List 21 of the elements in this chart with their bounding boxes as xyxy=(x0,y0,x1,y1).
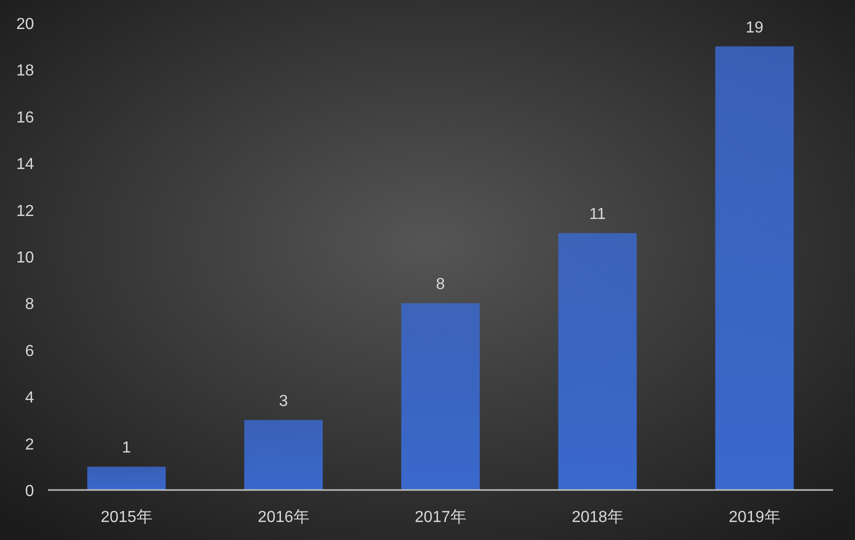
y-tick-label: 20 xyxy=(16,16,34,33)
x-tick-label: 2019年 xyxy=(728,509,780,526)
x-tick-label: 2016年 xyxy=(258,509,310,526)
y-tick-label: 6 xyxy=(25,342,34,360)
y-tick-label: 10 xyxy=(16,250,34,266)
y-tick-label: 2 xyxy=(25,436,34,454)
data-label: 11 xyxy=(589,206,606,224)
x-tick-label: 2018年 xyxy=(572,509,624,526)
x-tick-label: 2017年 xyxy=(414,509,466,526)
y-tick-label: 8 xyxy=(25,296,34,314)
data-label: 8 xyxy=(436,276,446,294)
y-tick-label: 0 xyxy=(25,483,34,500)
y-tick-label: 4 xyxy=(25,390,34,407)
data-label: 19 xyxy=(746,19,764,36)
y-tick-label: 14 xyxy=(16,156,34,174)
data-label: 1 xyxy=(122,440,132,457)
y-tick-label: 16 xyxy=(16,109,34,126)
y-tick-label: 18 xyxy=(16,62,34,80)
data-label: 3 xyxy=(279,392,288,410)
y-tick-label: 12 xyxy=(16,202,34,220)
x-tick-label: 2015年 xyxy=(100,509,152,526)
